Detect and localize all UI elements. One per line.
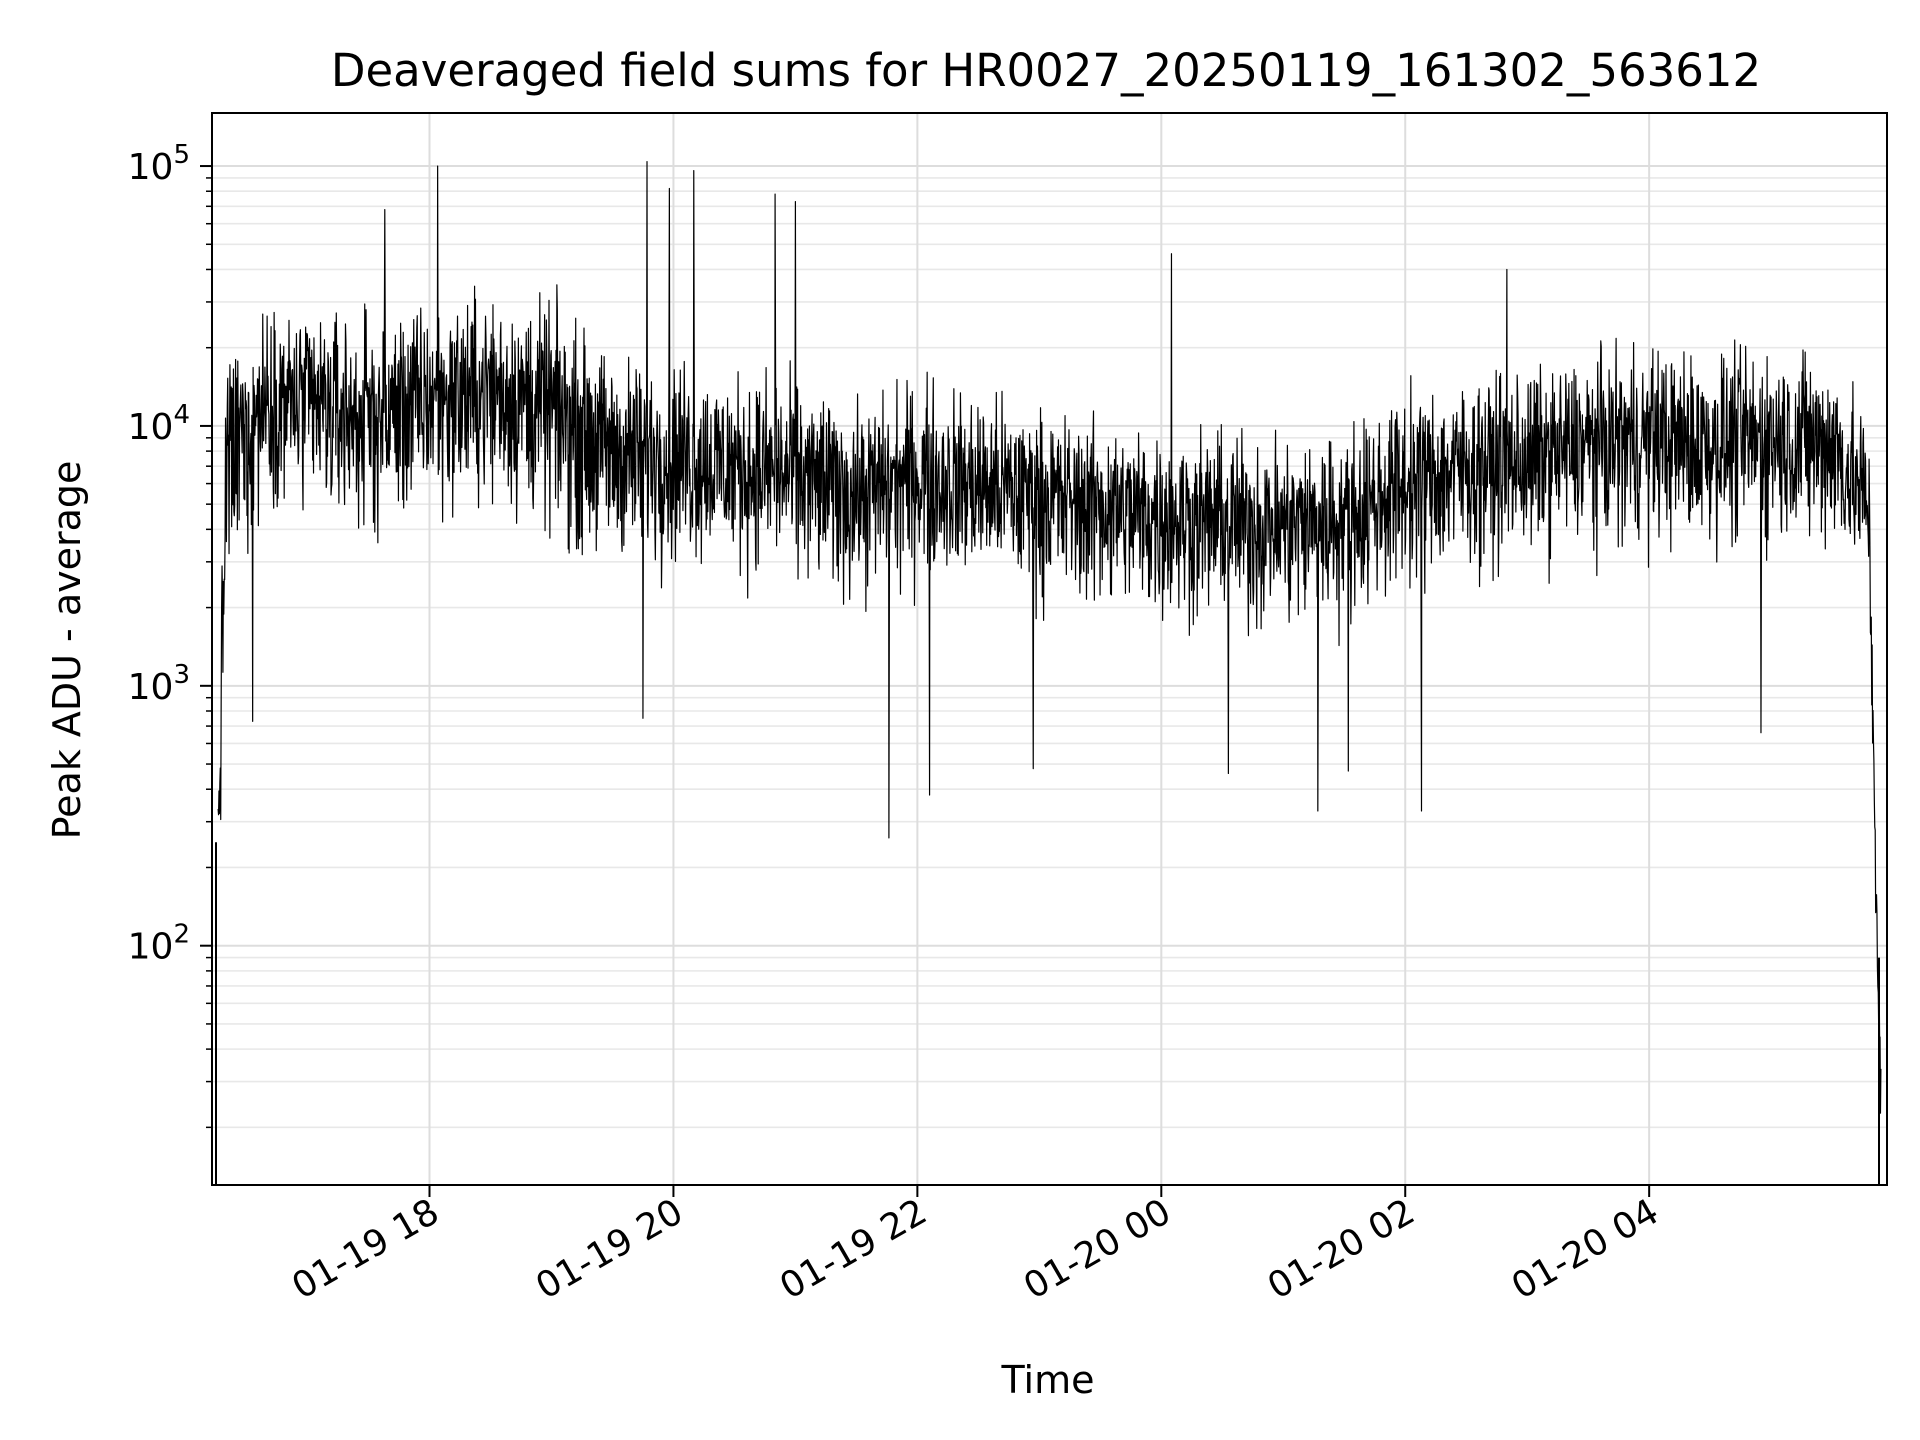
series-path bbox=[217, 161, 1882, 1114]
y-tick-label: 102 bbox=[128, 920, 190, 968]
x-tick-label: 01-20 00 bbox=[1017, 1191, 1178, 1307]
y-axis-ticks: 102 103 104 105 bbox=[128, 140, 212, 1129]
y-axis-label: Peak ADU - average bbox=[45, 461, 89, 840]
x-axis-label: Time bbox=[1001, 1358, 1095, 1402]
x-tick-label: 01-19 18 bbox=[285, 1191, 446, 1307]
y-tick-label: 104 bbox=[128, 400, 190, 448]
series-line bbox=[215, 161, 1882, 1185]
x-tick-label: 01-19 20 bbox=[529, 1191, 690, 1307]
y-tick-label: 103 bbox=[128, 660, 190, 708]
x-tick-label: 01-19 22 bbox=[773, 1191, 934, 1307]
y-tick-label: 105 bbox=[128, 140, 190, 188]
x-tick-label: 01-20 02 bbox=[1261, 1191, 1422, 1307]
grid-lines bbox=[212, 113, 1887, 1185]
x-axis-ticks: 01-19 18 01-19 20 01-19 22 01-20 00 01-20 02… bbox=[285, 1185, 1666, 1308]
chart-title: Deaveraged field sums for HR0027_2025011… bbox=[331, 44, 1761, 97]
plot-frame bbox=[211, 112, 1888, 1186]
x-tick-label: 01-20 04 bbox=[1505, 1191, 1666, 1307]
